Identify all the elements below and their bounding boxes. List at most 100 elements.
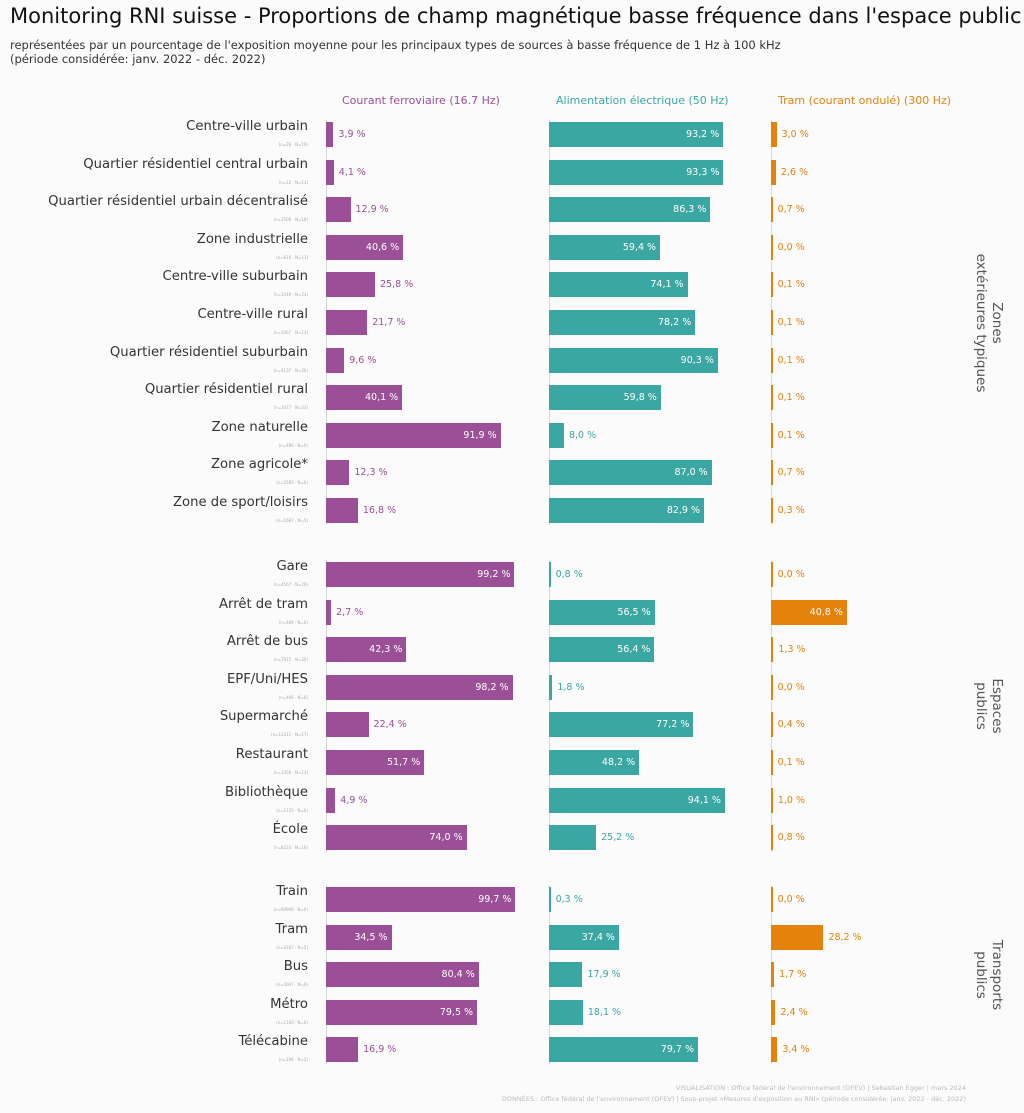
bar-value-label: 17,9 % bbox=[587, 969, 621, 981]
bar-1 bbox=[549, 787, 725, 813]
row-sample-size: (n=610 · N=11) bbox=[276, 254, 308, 260]
row-label: Gare bbox=[276, 559, 308, 574]
bar-value-label: 8,0 % bbox=[568, 429, 597, 441]
bar-value-label: 48,2 % bbox=[601, 757, 636, 768]
bar-1 bbox=[549, 674, 553, 700]
bar-value-label: 93,2 % bbox=[686, 129, 720, 140]
bar-1 bbox=[549, 385, 661, 411]
bar-value-label: 1,8 % bbox=[557, 681, 585, 693]
bar-value-label: 98,2 % bbox=[475, 681, 509, 693]
bar-value-label: 59,8 % bbox=[623, 392, 657, 404]
bar-2 bbox=[771, 422, 773, 448]
group-label-line-2: publics bbox=[973, 682, 989, 730]
bar-value-label: 16,9 % bbox=[363, 1044, 397, 1056]
bar-value-label: 25,2 % bbox=[601, 832, 635, 844]
row-label: Zone agricole* bbox=[211, 457, 308, 473]
group-label-2: Transports publics bbox=[973, 895, 1005, 1055]
chart-title: Monitoring RNI suisse - Proportions de c… bbox=[10, 4, 1022, 28]
bar-value-label: 94,1 % bbox=[687, 794, 721, 806]
bar-value-label: 79,5 % bbox=[439, 1006, 474, 1018]
bar-2 bbox=[771, 197, 773, 223]
row-sample-size: (n=1687 · N=5) bbox=[276, 518, 308, 523]
bar-value-label: 28,2 % bbox=[828, 931, 862, 943]
bar-value-label: 77,2 % bbox=[656, 719, 690, 731]
bar-value-label: 0,8 % bbox=[555, 569, 583, 580]
bar-1 bbox=[549, 122, 724, 147]
bar-2 bbox=[771, 887, 773, 912]
row-sample-size: (n=1160 · N=6) bbox=[276, 1019, 308, 1025]
axis-line-g1-p1 bbox=[549, 560, 550, 853]
bar-value-label: 90,3 % bbox=[680, 354, 714, 366]
bar-value-label: 42,3 % bbox=[369, 644, 403, 656]
bar-0 bbox=[326, 347, 345, 373]
bar-2 bbox=[771, 674, 773, 700]
row-label: Zone industrielle bbox=[196, 231, 308, 247]
row-sample-size: (n=3356 · N=13) bbox=[273, 770, 308, 775]
bar-2 bbox=[771, 562, 773, 587]
row-label: Centre-ville urbain bbox=[186, 119, 308, 134]
bar-value-label: 82,9 % bbox=[666, 505, 701, 516]
bar-2 bbox=[771, 347, 773, 373]
bar-1 bbox=[549, 498, 705, 523]
bar-value-label: 9,6 % bbox=[349, 354, 377, 366]
subtitle-line-1: représentées par un pourcentage de l'exp… bbox=[10, 38, 781, 52]
bar-2 bbox=[771, 637, 774, 663]
bar-2 bbox=[771, 1037, 778, 1063]
row-sample-size: (n=1067 · N=13) bbox=[273, 330, 308, 335]
bar-0 bbox=[326, 234, 404, 260]
bar-0 bbox=[326, 422, 501, 448]
row-sample-size: (n=12311 · N=17) bbox=[271, 732, 308, 738]
bar-value-label: 78,2 % bbox=[658, 317, 692, 328]
row-label: Télécabine bbox=[238, 1034, 308, 1050]
bar-value-label: 1,0 % bbox=[777, 794, 806, 806]
bar-0 bbox=[326, 750, 425, 775]
bar-value-label: 0,8 % bbox=[777, 832, 805, 844]
bar-0 bbox=[326, 159, 334, 185]
row-sample-size: (n=466 · N=6) bbox=[278, 694, 308, 700]
bar-value-label: 0,0 % bbox=[777, 681, 805, 693]
bar-2 bbox=[771, 787, 773, 813]
bar-0 bbox=[326, 562, 515, 587]
bar-value-label: 87,0 % bbox=[674, 467, 708, 479]
row-label: Supermarché bbox=[219, 709, 308, 725]
bar-1 bbox=[549, 825, 597, 851]
bar-value-label: 40,6 % bbox=[365, 241, 400, 253]
bar-2 bbox=[771, 599, 847, 625]
bar-1 bbox=[549, 562, 551, 587]
bar-0 bbox=[326, 962, 479, 988]
group-label-line-1: Espaces bbox=[989, 678, 1005, 734]
bar-0 bbox=[326, 599, 332, 625]
bar-0 bbox=[326, 310, 368, 335]
bar-value-label: 51,7 % bbox=[387, 757, 421, 768]
bar-2 bbox=[771, 385, 773, 411]
series-header-0: Courant ferroviaire (16.7 Hz) bbox=[342, 94, 500, 107]
bar-value-label: 86,3 % bbox=[673, 204, 707, 216]
row-label: École bbox=[272, 822, 308, 838]
bar-2 bbox=[771, 234, 773, 260]
bar-2 bbox=[771, 159, 776, 185]
bar-value-label: 12,3 % bbox=[354, 467, 388, 479]
row-label: Quartier résidentiel rural bbox=[144, 382, 308, 398]
row-sample-size: (n=1508 · N=16) bbox=[273, 217, 308, 223]
bar-0 bbox=[326, 825, 467, 851]
row-label: Train bbox=[276, 884, 308, 899]
subtitle-line-2: (période considérée: janv. 2022 - déc. 2… bbox=[10, 52, 266, 66]
bar-0 bbox=[326, 674, 513, 700]
axis-line-g1-p2 bbox=[771, 560, 772, 853]
row-sample-size: (n=469 · N=6) bbox=[278, 619, 308, 625]
bar-value-label: 56,5 % bbox=[617, 606, 651, 618]
bar-value-label: 0,1 % bbox=[777, 392, 805, 404]
bar-value-label: 0,1 % bbox=[777, 354, 805, 366]
bar-value-label: 59,4 % bbox=[622, 241, 657, 253]
group-label-line-1: Transports bbox=[989, 939, 1005, 1010]
bar-0 bbox=[326, 1037, 359, 1063]
bar-2 bbox=[771, 712, 773, 738]
bar-value-label: 16,8 % bbox=[362, 505, 397, 516]
row-sample-size: (n=4187 · N=5) bbox=[276, 944, 308, 950]
row-label: Tram bbox=[275, 921, 308, 937]
bar-2 bbox=[771, 750, 773, 775]
bar-2 bbox=[771, 460, 773, 486]
bar-value-label: 3,4 % bbox=[782, 1044, 810, 1056]
bar-1 bbox=[549, 750, 640, 775]
bar-2 bbox=[771, 924, 824, 950]
